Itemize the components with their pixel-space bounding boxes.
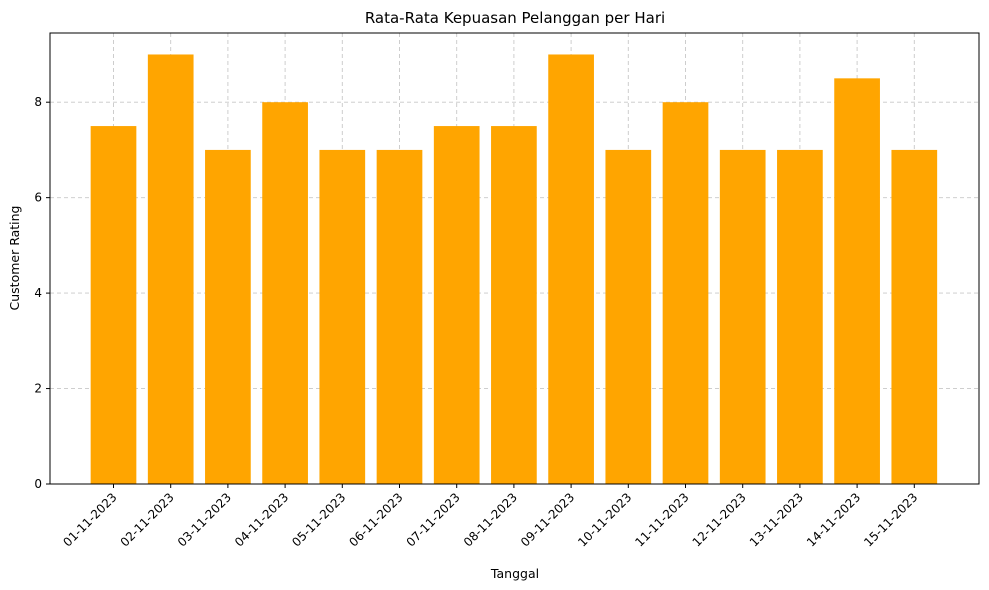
bar <box>548 54 594 484</box>
x-tick-label: 10-11-2023 <box>575 490 634 549</box>
x-tick-label: 02-11-2023 <box>118 490 177 549</box>
y-tick-label: 8 <box>34 95 42 109</box>
plot-frame <box>49 32 980 485</box>
x-tick-label: 01-11-2023 <box>60 490 119 549</box>
y-axis-label: Customer Rating <box>7 206 22 311</box>
x-tick-label: 09-11-2023 <box>518 490 577 549</box>
bar <box>205 149 251 485</box>
x-tick-label: 05-11-2023 <box>289 490 348 549</box>
x-tick-label: 14-11-2023 <box>804 490 863 549</box>
bars-layer <box>90 54 938 485</box>
x-tick-label: 06-11-2023 <box>346 490 405 549</box>
x-tick-label: 04-11-2023 <box>232 490 291 549</box>
bar <box>491 126 537 485</box>
y-tick-label: 2 <box>34 382 42 396</box>
x-tick-label: 07-11-2023 <box>404 490 463 549</box>
bar <box>605 149 652 485</box>
x-tick-label: 15-11-2023 <box>861 490 920 549</box>
x-tick-label: 13-11-2023 <box>747 490 806 549</box>
y-tick-label: 4 <box>34 286 42 300</box>
x-tick-label: 08-11-2023 <box>461 490 520 549</box>
x-tick-label: 03-11-2023 <box>175 490 234 549</box>
bar <box>319 149 366 485</box>
bar <box>834 78 880 484</box>
y-tick-label: 0 <box>34 477 42 491</box>
bar <box>262 102 308 485</box>
bar <box>90 126 137 485</box>
bar <box>662 102 709 485</box>
x-axis-label: Tanggal <box>490 566 539 581</box>
bar <box>777 149 823 485</box>
bar <box>719 149 766 485</box>
bar <box>147 54 194 484</box>
bar <box>376 149 423 485</box>
bar <box>891 149 938 485</box>
chart-title: Rata-Rata Kepuasan Pelanggan per Hari <box>365 9 665 27</box>
y-tick-label: 6 <box>34 191 42 205</box>
bar <box>433 126 480 485</box>
x-tick-label: 11-11-2023 <box>632 490 691 549</box>
x-tick-label: 12-11-2023 <box>690 490 749 549</box>
